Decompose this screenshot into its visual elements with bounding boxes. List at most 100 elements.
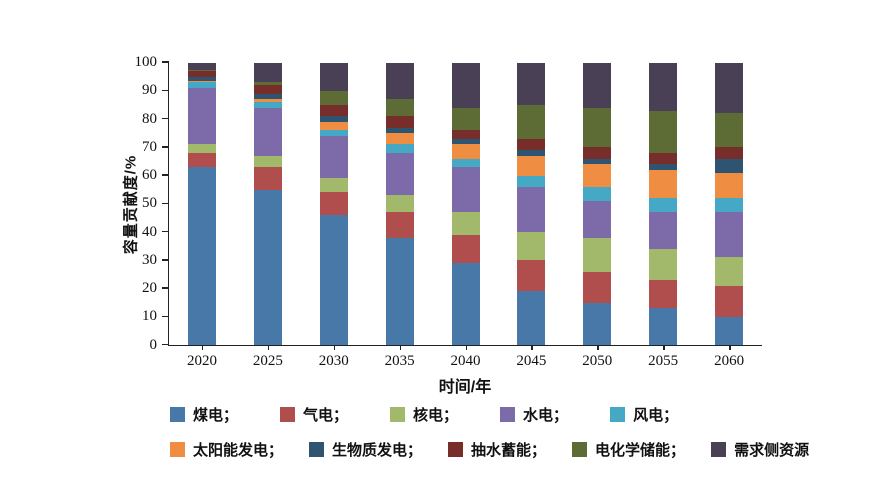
legend-row-2: 太阳能发电； 生物质发电； 抽水蓄能； 电化学储能； 需求侧资源: [170, 439, 810, 460]
legend-label-nuclear: 核电；: [413, 407, 459, 424]
y-tick-label-80: 80: [142, 110, 157, 127]
legend-swatch-biomass: [309, 442, 325, 457]
segment-biomass-2020: [187, 76, 216, 81]
x-tick-mark-2035: [399, 345, 402, 350]
y-tick-mark-10: [162, 315, 169, 317]
legend-label-pumped-storage: 抽水蓄能；: [471, 442, 547, 459]
segment-nuclear-2020: [187, 144, 216, 153]
legend-item-electrochemical: 电化学储能；: [572, 439, 685, 460]
y-tick-label-0: 0: [149, 336, 158, 353]
legend-swatch-coal: [170, 407, 185, 422]
segment-pumped-storage-2020: [187, 71, 216, 77]
y-tick-label-20: 20: [142, 280, 157, 296]
y-tick-mark-100: [162, 61, 169, 63]
segment-wind-2030: [319, 130, 348, 136]
x-tick-mark-2045: [531, 345, 533, 350]
x-tick-mark-2060: [729, 345, 731, 350]
segment-hydro-2030: [319, 135, 348, 179]
segment-solar-2045: [517, 155, 546, 176]
segment-pumped-storage-2045: [517, 138, 546, 151]
segment-pumped-storage-2050: [583, 147, 612, 159]
segment-coal-2055: [649, 308, 678, 345]
x-tick-label-2035: 2035: [384, 353, 415, 369]
segment-coal-2060: [715, 316, 744, 345]
legend-item-gas: 气电；: [280, 404, 348, 425]
legend-label-coal: 煤电；: [193, 407, 239, 424]
y-tick-label-10: 10: [142, 308, 157, 325]
stacked-bar-2025: [253, 62, 282, 345]
segment-gas-2040: [451, 234, 480, 264]
segment-gas-2035: [385, 212, 414, 238]
x-tick-label-2045: 2045: [516, 353, 547, 369]
segment-gas-2030: [319, 192, 348, 216]
segment-gas-2020: [187, 152, 216, 168]
segment-hydro-2050: [583, 200, 612, 238]
segment-gas-2045: [517, 260, 546, 292]
y-tick-mark-40: [162, 230, 169, 233]
y-tick-mark-60: [162, 174, 169, 176]
legend-item-demand-side: 需求侧资源: [711, 439, 809, 460]
segment-biomass-2035: [385, 127, 414, 134]
legend-item-hydro: 水电；: [500, 404, 568, 425]
segment-solar-2055: [649, 169, 678, 199]
segment-coal-2030: [319, 215, 348, 345]
y-tick-mark-50: [162, 202, 169, 204]
stacked-bar-2050: [583, 62, 612, 345]
segment-solar-2050: [583, 164, 612, 187]
segment-electrochemical-2040: [451, 107, 480, 131]
segment-biomass-2040: [451, 138, 480, 145]
segment-solar-2020: [187, 80, 216, 83]
segment-solar-2040: [451, 144, 480, 159]
segment-biomass-2050: [583, 158, 612, 165]
x-tick-label-2030: 2030: [318, 353, 349, 369]
x-axis-title: 时间/年: [438, 379, 492, 396]
legend-swatch-wind: [610, 407, 626, 422]
segment-pumped-storage-2025: [253, 85, 282, 94]
legend-label-gas: 气电；: [303, 407, 349, 424]
legend-swatch-solar: [170, 442, 185, 457]
x-tick-mark-2055: [663, 345, 665, 350]
x-tick-mark-2040: [465, 345, 467, 350]
segment-demand-side-2060: [715, 62, 744, 114]
segment-electrochemical-2030: [319, 90, 348, 105]
segment-hydro-2045: [517, 186, 546, 233]
stacked-bar-2060: [715, 62, 744, 345]
segment-biomass-2045: [517, 150, 546, 156]
segment-coal-2040: [451, 263, 480, 345]
y-tick-mark-90: [162, 89, 169, 91]
segment-coal-2045: [517, 291, 546, 345]
bar-column-2045: 2045: [498, 62, 564, 369]
segment-pumped-storage-2030: [319, 104, 348, 117]
legend-swatch-gas: [280, 407, 296, 422]
stacked-bar-2020: [187, 62, 216, 345]
segment-electrochemical-2060: [715, 113, 744, 148]
segment-nuclear-2040: [451, 212, 480, 235]
segment-electrochemical-2035: [385, 99, 414, 117]
legend-swatch-demand-side: [711, 442, 727, 457]
bar-column-2035: 2035: [367, 62, 433, 369]
legend-label-demand-side: 需求侧资源: [734, 442, 810, 459]
segment-pumped-storage-2035: [385, 116, 414, 128]
segment-nuclear-2035: [385, 195, 414, 213]
segment-nuclear-2030: [319, 178, 348, 193]
segment-hydro-2025: [253, 107, 282, 156]
segment-nuclear-2060: [715, 257, 744, 286]
segment-demand-side-2020: [187, 62, 216, 70]
segment-demand-side-2025: [253, 62, 282, 83]
segment-wind-2025: [253, 102, 282, 108]
segment-wind-2020: [187, 82, 216, 88]
bar-column-2020: 2020: [169, 62, 235, 369]
x-tick-label-2050: 2050: [582, 353, 613, 369]
y-tick-label-60: 60: [142, 167, 157, 183]
legend-row-1: 煤电； 气电； 核电； 水电； 风电；: [170, 404, 810, 425]
segment-gas-2050: [583, 271, 612, 303]
stacked-bar-2035: [385, 62, 414, 345]
segment-biomass-2025: [253, 93, 282, 100]
segment-coal-2035: [385, 237, 414, 345]
segment-coal-2020: [187, 167, 216, 345]
x-tick-mark-2050: [597, 345, 599, 350]
segment-pumped-storage-2055: [649, 152, 678, 165]
segment-biomass-2030: [319, 116, 348, 122]
stacked-bar-2040: [451, 62, 480, 345]
